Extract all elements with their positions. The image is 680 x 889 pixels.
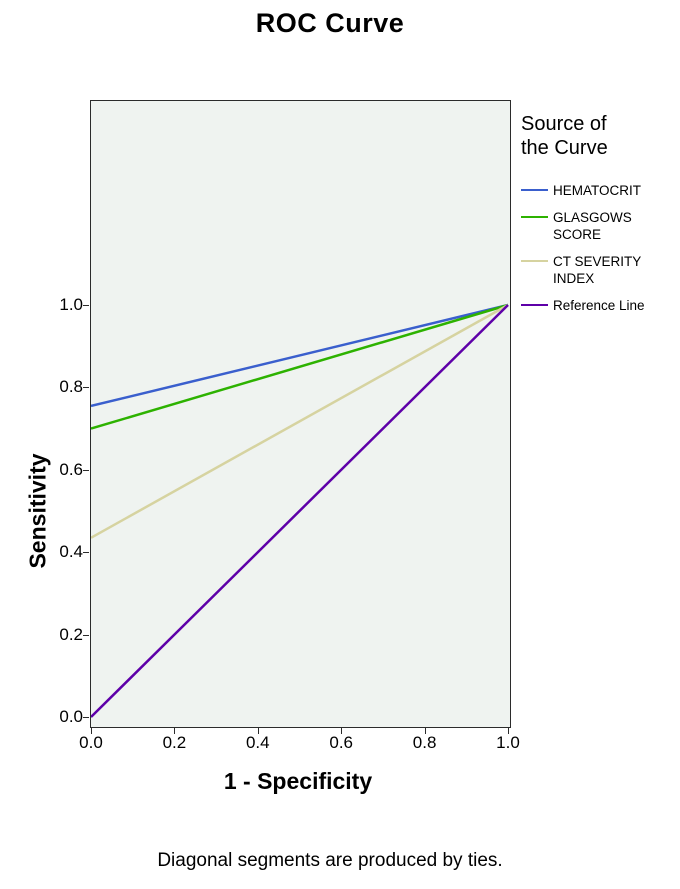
chart-title: ROC Curve (255, 8, 405, 38)
roc-curves-svg (91, 303, 509, 718)
y-tick-label: 0.4 (59, 542, 83, 562)
legend-label: HEMATOCRIT (553, 183, 642, 198)
x-tick-mark (174, 728, 176, 734)
legend-item: GLASGOWS SCORE (521, 209, 679, 244)
legend-label: Reference Line (553, 297, 645, 313)
legend-items: HEMATOCRIT GLASGOWS SCORE CT SEVERITY INDE… (521, 182, 679, 314)
legend-item: HEMATOCRIT (521, 182, 679, 200)
series-line-hematocrit (91, 303, 509, 408)
series-line-glasgows-score (91, 303, 509, 430)
y-tick-mark (83, 552, 89, 554)
y-tick-label: 0.8 (59, 377, 83, 397)
y-tick-mark (83, 717, 89, 718)
x-tick-mark (91, 728, 92, 734)
x-tick-label: 0.6 (329, 733, 353, 752)
chart-footnote: Diagonal segments are produced by ties. (157, 850, 503, 871)
legend-swatch-hematocrit (521, 189, 548, 191)
y-axis-title: Sensitivity (24, 453, 51, 569)
plot-area (90, 100, 511, 728)
x-tick-label: 0.2 (162, 733, 187, 752)
legend-label: CT SEVERITY INDEX (553, 253, 642, 287)
legend-label: GLASGOWS SCORE (553, 209, 632, 243)
y-tick-label: 1.0 (59, 295, 83, 314)
x-tick-label: 0.4 (245, 733, 270, 752)
y-tick-label: 0.2 (59, 624, 83, 644)
legend-swatch-glasgows-score (521, 215, 548, 218)
y-tick-label: 0.6 (59, 459, 83, 479)
y-tick-mark (83, 305, 89, 306)
legend-swatch-reference-line (521, 303, 548, 306)
y-tick-label: 0.0 (59, 707, 83, 726)
legend-item: CT SEVERITY INDEX (521, 253, 679, 288)
legend: Source of the Curve HEMATOCRIT GLASGOWS S… (521, 112, 679, 323)
legend-title: Source of the Curve (521, 113, 608, 159)
series-line-reference-line (91, 304, 509, 718)
x-tick-mark (508, 728, 509, 734)
x-tick-mark (341, 728, 343, 734)
legend-item: Reference Line (521, 297, 679, 315)
x-axis-title: 1 - Specificity (223, 768, 373, 794)
x-tick-mark (257, 728, 259, 734)
x-tick-label: 0.8 (412, 733, 437, 752)
x-tick-label: 1.0 (496, 733, 520, 752)
x-tick-mark (424, 728, 426, 734)
legend-swatch-ct-severity-index (521, 259, 548, 262)
y-tick-mark (83, 634, 89, 636)
y-tick-mark (83, 387, 89, 389)
series-line-ct-severity-index (91, 303, 509, 539)
x-tick-label: 0.0 (79, 733, 103, 752)
y-tick-mark (83, 469, 89, 471)
